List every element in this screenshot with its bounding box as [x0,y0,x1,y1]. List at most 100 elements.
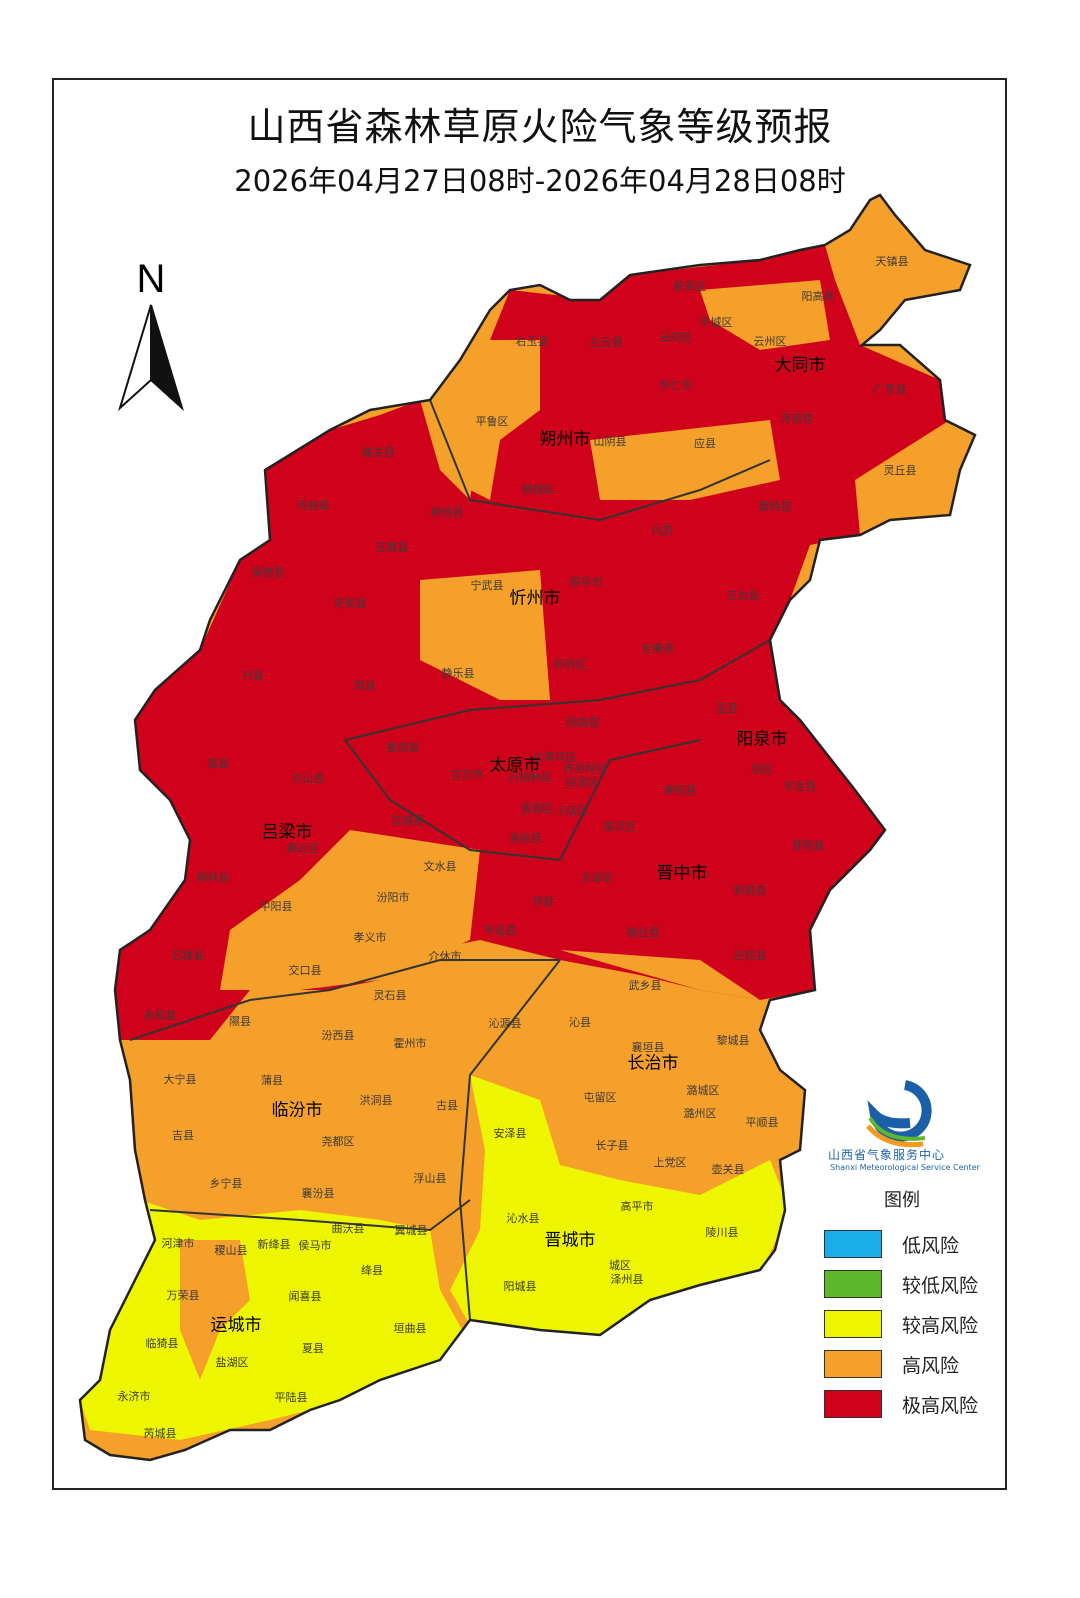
county-label: 祁县 [532,895,554,908]
county-label: 山阴县 [593,435,627,448]
county-label: 吉县 [172,1129,194,1142]
county-label: 潞州区 [683,1107,717,1120]
county-label: 新绛县 [257,1238,291,1251]
county-label: 平顺县 [745,1116,779,1129]
county-label: 垣曲县 [393,1322,427,1335]
county-label: 万荣县 [166,1289,200,1302]
legend-item: 极高风险 [824,1389,978,1419]
north-arrow-icon: N [118,257,184,412]
logo-icon [866,1080,932,1148]
county-label: 岚县 [354,679,376,692]
legend-label: 较高风险 [902,1314,979,1337]
risk-zone [180,1240,250,1380]
risk-zone [80,1200,465,1440]
county-label: 文水县 [423,860,457,873]
county-label: 阳曲县 [566,716,600,729]
county-label: 迎泽区 [565,776,599,789]
forecast-period: 2026年04月27日08时-2026年04月28日08时 [234,164,846,198]
logo-name-cn: 山西省气象服务中心 [828,1148,946,1162]
county-label: 方山县 [291,772,325,785]
county-label: 隰县 [229,1015,251,1028]
county-label: 平陆县 [274,1391,308,1404]
county-label: 神池县 [430,506,464,519]
north-label: N [137,257,166,301]
county-label: 黎城县 [716,1034,750,1047]
risk-zone [560,950,760,1000]
county-label: 泽州县 [610,1273,644,1286]
legend-item: 高风险 [824,1349,959,1379]
county-label: 尖草坪区 [533,751,577,764]
county-label: 杏花岭区 [563,762,607,775]
county-label: 盂县 [716,702,738,715]
city-boundary [344,739,701,862]
county-label: 云州区 [753,335,787,348]
risk-zone [590,420,780,500]
county-label: 襄汾县 [301,1187,335,1200]
county-label: 昔阳县 [791,839,825,852]
county-label: 广灵县 [873,383,907,396]
legend-label: 高风险 [902,1354,960,1377]
county-label: 寿阳县 [663,784,697,797]
county-label: 陵川县 [705,1226,739,1239]
county-label: 孝义市 [353,931,387,944]
county-label: 灵石县 [373,989,407,1002]
county-label: 绛县 [361,1264,383,1277]
city-label: 长治市 [627,1053,679,1074]
county-label: 古交市 [450,768,484,781]
county-label: 高平市 [620,1200,654,1213]
county-label: 屯留区 [583,1091,617,1104]
county-label: 盐湖区 [215,1356,249,1369]
county-label: 襄垣县 [631,1041,665,1054]
county-label: 永济市 [117,1390,151,1403]
county-label: 左云县 [589,336,623,349]
county-label: 城区 [609,1259,631,1272]
county-label: 临县 [207,757,229,770]
county-label: 翼城县 [394,1224,428,1237]
city-label: 运城市 [210,1315,262,1336]
county-label: 永和县 [143,1009,177,1022]
county-label: 云冈区 [659,331,693,344]
county-label: 娄烦县 [386,741,420,754]
county-label: 离石区 [286,842,320,855]
county-label: 武乡县 [628,979,662,992]
county-label: 繁峙县 [758,500,792,513]
county-label: 榆次区 [603,820,637,833]
county-label: 浮山县 [413,1172,447,1185]
county-label: 静乐县 [441,667,475,680]
county-label: 太谷区 [580,871,614,884]
county-label: 小店区 [555,804,589,817]
county-label: 兴县 [242,669,264,682]
page-title: 山西省森林草原火险气象等级预报 [247,105,833,149]
city-label: 朔州市 [539,429,591,450]
county-label: 应县 [694,437,716,450]
city-label: 临汾市 [271,1100,323,1121]
county-label: 沁县 [569,1016,591,1029]
county-label: 尧都区 [321,1135,355,1148]
county-label: 河曲县 [296,499,330,512]
county-label: 介休市 [428,950,462,963]
county-label: 夏县 [302,1342,324,1355]
province-boundary [78,193,977,1462]
county-label: 右玉县 [515,335,549,348]
legend-label: 极高风险 [902,1394,979,1417]
county-label: 石楼县 [171,949,205,962]
county-label: 潞城区 [686,1084,720,1097]
legend-title: 图例 [884,1190,920,1211]
city-label: 晋城市 [544,1230,596,1251]
county-label: 宁武县 [470,579,504,592]
county-label: 五台县 [726,589,760,602]
county-label: 上党区 [653,1156,687,1169]
risk-zone [85,1410,310,1460]
city-boundary [429,399,771,522]
county-label: 古县 [436,1099,458,1112]
city-label: 阳泉市 [736,729,788,750]
county-label: 灵丘县 [883,464,917,477]
county-label: 汾阳市 [376,891,410,904]
county-label: 侯马市 [298,1239,332,1252]
city-label: 忻州市 [509,588,561,609]
map-frame [52,78,1007,1490]
county-label: 代县 [651,524,673,537]
county-label: 岢岚县 [333,597,367,610]
county-label: 榆社县 [626,926,660,939]
